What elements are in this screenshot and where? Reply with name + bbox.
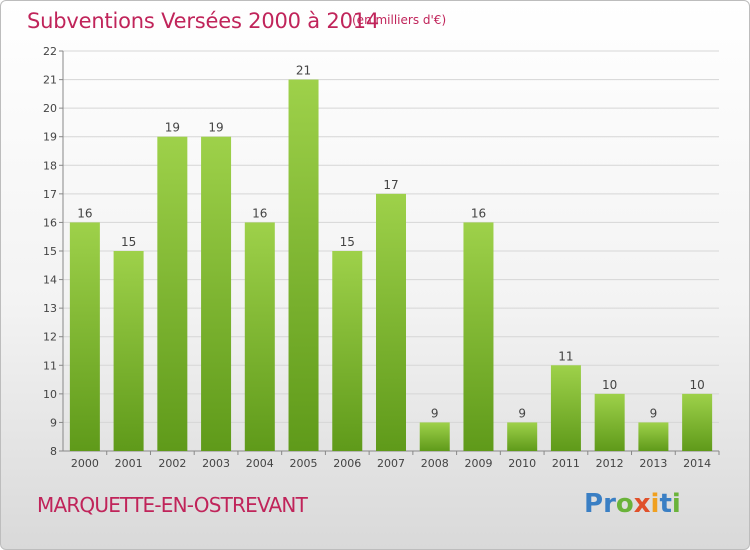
x-tick-label-2000: 2000	[71, 457, 99, 470]
bar-2003	[201, 136, 232, 451]
value-label-2011: 11	[558, 349, 573, 363]
value-label-2012: 10	[602, 378, 617, 392]
value-label-2009: 16	[471, 206, 486, 220]
chart-subtitle: (en milliers d'€)	[352, 13, 447, 27]
value-label-2004: 16	[252, 206, 267, 220]
logo-letter: x	[633, 489, 651, 519]
chart-title: Subventions Versées 2000 à 2014	[27, 9, 380, 33]
value-label-2013: 9	[650, 406, 658, 420]
value-label-2007: 17	[383, 178, 398, 192]
value-label-2000: 16	[77, 206, 92, 220]
x-tick-label-2013: 2013	[639, 457, 667, 470]
x-tick-label-2006: 2006	[333, 457, 361, 470]
bar-2011	[550, 365, 581, 451]
bar-2005	[288, 79, 319, 452]
x-tick-label-2011: 2011	[552, 457, 580, 470]
x-tick-label-2005: 2005	[290, 457, 318, 470]
proxiti-logo: Proxiti	[584, 489, 681, 519]
y-tick-label: 11	[43, 359, 57, 372]
y-tick-label: 12	[43, 331, 57, 344]
bar-2014	[682, 393, 713, 451]
value-label-2010: 9	[518, 406, 526, 420]
bar-2012	[594, 393, 625, 451]
x-tick-label-2014: 2014	[683, 457, 711, 470]
value-label-2002: 19	[165, 121, 180, 135]
logo-letter: i	[650, 489, 660, 519]
logo-letter: t	[659, 489, 672, 519]
bar-2002	[157, 136, 188, 451]
bar-2008	[419, 422, 450, 451]
bar-2001	[113, 251, 144, 451]
logo-letter: i	[671, 489, 681, 519]
labels: 8 9 10 11 12 13 14 15 16 17 18 19 20 21 22 16 2000 15 2001…	[43, 45, 711, 470]
y-tick-label: 18	[43, 159, 57, 172]
logo-letter: P	[584, 489, 604, 519]
value-label-2008: 9	[431, 406, 439, 420]
bar-2009	[463, 222, 494, 451]
value-label-2014: 10	[689, 378, 704, 392]
value-label-2001: 15	[121, 235, 136, 249]
x-tick-label-2010: 2010	[508, 457, 536, 470]
bar-2004	[244, 222, 275, 451]
x-tick-label-2004: 2004	[246, 457, 274, 470]
y-tick-label: 22	[43, 45, 57, 58]
x-tick-label-2001: 2001	[115, 457, 143, 470]
y-tick-label: 13	[43, 302, 57, 315]
y-tick-label: 10	[43, 388, 57, 401]
bar-2000	[69, 222, 100, 451]
y-tick-label: 19	[43, 131, 57, 144]
value-label-2003: 19	[208, 121, 223, 135]
bar-2006	[332, 251, 363, 451]
bars	[69, 79, 713, 452]
bar-2010	[507, 422, 538, 451]
x-tick-label-2009: 2009	[464, 457, 492, 470]
y-tick-label: 14	[43, 274, 57, 287]
x-tick-label-2003: 2003	[202, 457, 230, 470]
y-tick-label: 9	[50, 416, 57, 429]
x-tick-label-2012: 2012	[596, 457, 624, 470]
y-tick-label: 8	[50, 445, 57, 458]
logo-letter: r	[603, 489, 616, 519]
value-label-2005: 21	[296, 64, 311, 78]
logo-letter: o	[615, 489, 634, 519]
bar-2007	[376, 193, 406, 451]
y-tick-label: 16	[43, 216, 57, 229]
y-tick-label: 20	[43, 102, 57, 115]
x-tick-label-2002: 2002	[158, 457, 186, 470]
x-tick-label-2008: 2008	[421, 457, 449, 470]
value-label-2006: 15	[340, 235, 355, 249]
x-tick-label-2007: 2007	[377, 457, 405, 470]
y-tick-label: 15	[43, 245, 57, 258]
y-tick-label: 17	[43, 188, 57, 201]
y-tick-label: 21	[43, 74, 57, 87]
place-name: MARQUETTE-EN-OSTREVANT	[37, 493, 308, 517]
bar-2013	[638, 422, 669, 451]
